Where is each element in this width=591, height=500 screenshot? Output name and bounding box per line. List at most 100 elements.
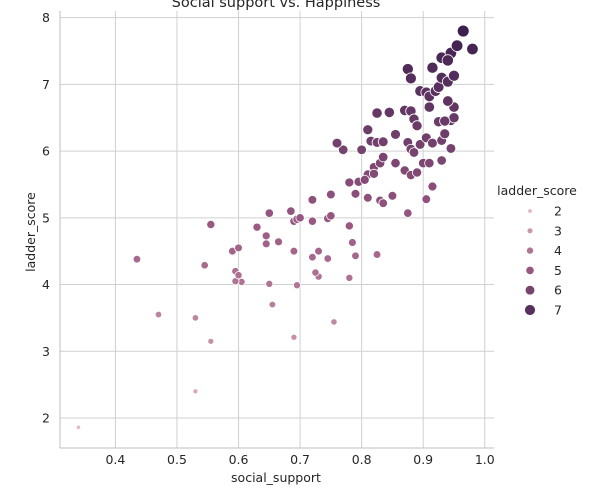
data-point	[308, 252, 317, 262]
data-point	[344, 221, 354, 231]
data-point	[293, 281, 301, 290]
data-point	[191, 314, 200, 322]
data-point	[289, 246, 299, 256]
data-point	[307, 195, 318, 205]
data-point	[427, 137, 438, 149]
data-point	[351, 251, 360, 261]
x-axis-title: social_support	[231, 470, 321, 485]
x-tick-label: 0.5	[167, 452, 187, 467]
data-point	[234, 271, 243, 280]
data-point	[290, 333, 298, 341]
data-point	[390, 157, 401, 169]
data-point	[261, 239, 271, 249]
x-tick-label: 0.4	[105, 452, 125, 467]
data-point	[421, 194, 432, 204]
data-point	[206, 219, 216, 230]
data-point	[359, 174, 370, 185]
legend: ladder_score 2 3 4 5 6 7	[497, 183, 577, 318]
data-point	[368, 168, 379, 179]
y-tick-label: 7	[42, 77, 50, 92]
legend-marker	[524, 284, 536, 296]
axes	[59, 11, 494, 449]
legend-marker	[527, 208, 533, 214]
data-point	[252, 222, 262, 232]
data-point	[436, 155, 447, 166]
data-point	[356, 144, 367, 156]
data-point	[378, 198, 388, 208]
legend-entries: 2 3 4 5 6 7	[524, 204, 562, 318]
x-tick-label: 0.6	[229, 452, 249, 467]
data-point	[314, 246, 323, 256]
data-point	[426, 61, 439, 74]
data-points	[75, 24, 479, 430]
data-point	[414, 139, 426, 150]
legend-marker	[525, 265, 535, 276]
y-tick-label: 6	[42, 144, 50, 159]
data-point	[330, 318, 338, 326]
data-point	[423, 101, 436, 113]
data-point	[344, 177, 355, 188]
data-point	[207, 337, 215, 345]
data-point	[286, 206, 296, 216]
data-point	[448, 69, 460, 82]
data-point	[331, 137, 343, 149]
data-point	[411, 120, 423, 132]
data-point	[439, 128, 451, 140]
data-point	[268, 300, 277, 309]
data-point	[337, 144, 349, 156]
chart-title: Social support vs. Happiness	[172, 0, 381, 11]
data-point	[442, 95, 454, 107]
data-point	[439, 115, 451, 127]
data-point	[362, 124, 374, 136]
y-tick-label: 3	[42, 344, 50, 359]
data-point	[192, 388, 199, 395]
data-point	[265, 279, 274, 288]
legend-marker	[526, 246, 534, 255]
x-tick-label: 0.9	[413, 452, 433, 467]
y-axis-title: ladder_score	[23, 192, 38, 272]
data-point	[424, 157, 435, 169]
data-point	[403, 208, 413, 218]
legend-label: 5	[554, 263, 562, 278]
data-point	[412, 167, 423, 178]
data-point	[427, 181, 438, 192]
data-point	[154, 310, 163, 319]
x-tick-label: 0.8	[352, 452, 372, 467]
legend-label: 6	[554, 283, 562, 298]
data-point	[466, 42, 479, 56]
data-point	[75, 424, 82, 430]
data-point	[350, 188, 361, 199]
data-point	[383, 106, 395, 119]
y-tick-label: 2	[42, 410, 50, 425]
grid-lines	[60, 11, 494, 448]
data-point	[378, 151, 389, 163]
y-tick-label: 8	[42, 10, 50, 25]
data-point	[264, 208, 274, 218]
data-point	[445, 143, 457, 154]
legend-label: 4	[554, 243, 562, 258]
legend-marker	[526, 227, 534, 235]
data-point	[448, 112, 460, 124]
legend-label: 7	[554, 303, 562, 318]
y-tick-label: 4	[42, 277, 50, 292]
x-tick-label: 1.0	[475, 452, 495, 467]
data-point	[456, 24, 470, 38]
tick-labels: 0.4 0.5 0.6 0.7 0.8 0.9 1.0 2 3 4 5 6 7 8	[42, 10, 495, 467]
data-point	[441, 54, 454, 67]
data-point	[387, 190, 398, 201]
legend-label: 2	[554, 204, 562, 219]
x-tick-label: 0.7	[290, 452, 310, 467]
data-point	[311, 268, 320, 277]
legend-marker	[524, 304, 536, 316]
legend-label: 3	[554, 223, 562, 238]
y-tick-label: 5	[42, 210, 50, 225]
data-point	[372, 250, 382, 259]
data-point	[345, 273, 354, 282]
data-point	[274, 237, 283, 247]
data-point	[408, 147, 420, 158]
data-point	[363, 193, 373, 203]
data-point	[377, 136, 389, 148]
data-point	[323, 254, 333, 263]
data-point	[261, 231, 271, 241]
